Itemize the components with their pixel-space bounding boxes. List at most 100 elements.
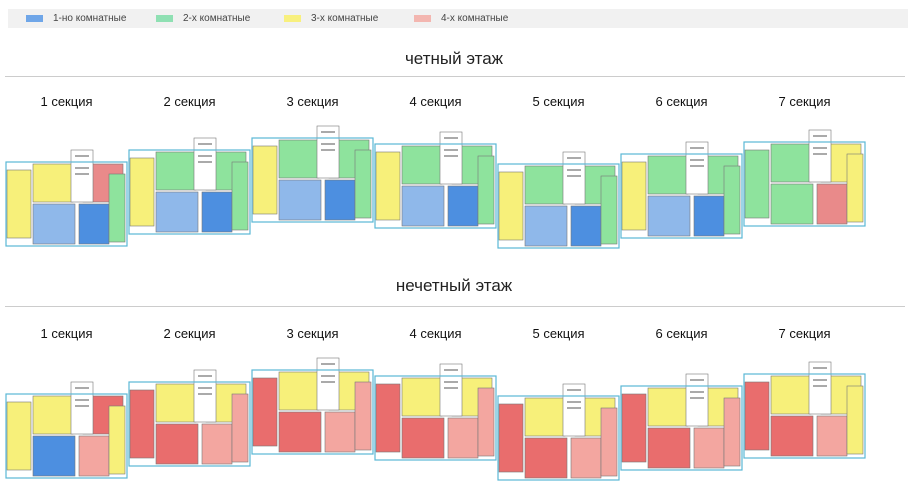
apartment: [770, 375, 812, 415]
apartment: [193, 137, 217, 191]
apartment: [744, 149, 770, 219]
legend-label: 4-х комнатные: [441, 13, 509, 24]
apartment: [570, 437, 602, 479]
apartment: [816, 183, 848, 225]
section-outline: [497, 163, 620, 249]
floor-title-odd: нечетный этаж: [395, 276, 513, 295]
section-outline: [620, 153, 743, 239]
apartment: [155, 151, 197, 191]
section-plan: [620, 373, 743, 471]
apartment: [78, 203, 110, 245]
legend-item-2room: 2-х комнатные: [156, 13, 250, 24]
section-label: 1 секция: [40, 94, 93, 109]
apartment: [129, 389, 155, 459]
apartment: [524, 437, 568, 479]
apartment: [108, 173, 126, 243]
section-outline: [743, 373, 866, 459]
apartment: [401, 145, 443, 185]
apartment: [278, 179, 322, 221]
apartment: [524, 397, 566, 437]
section-outline: [497, 395, 620, 481]
apartment: [324, 179, 356, 221]
legend-item-4room: 4-х комнатные: [414, 13, 508, 24]
apartment: [647, 387, 689, 427]
legend-swatch: [414, 15, 431, 22]
apartment: [524, 165, 566, 205]
apartment: [693, 427, 725, 469]
apartment: [231, 161, 249, 231]
apartment: [155, 191, 199, 233]
apartment: [621, 393, 647, 463]
section-plan: [374, 131, 497, 229]
apartment: [770, 183, 814, 225]
apartment: [647, 195, 691, 237]
apartment: [375, 383, 401, 453]
apartment: [324, 411, 356, 453]
apartment: [846, 153, 864, 223]
apartment: [524, 205, 568, 247]
apartment: [562, 383, 586, 437]
apartment: [723, 165, 741, 235]
apartment: [693, 195, 725, 237]
apartment: [477, 387, 495, 457]
section-label: 5 секция: [532, 326, 585, 341]
section-label: 5 секция: [532, 94, 585, 109]
apartment: [570, 205, 602, 247]
apartment: [278, 139, 320, 179]
apartment: [816, 415, 848, 457]
apartment: [770, 143, 812, 183]
apartment: [808, 361, 832, 415]
apartment: [252, 377, 278, 447]
apartment: [129, 157, 155, 227]
apartment: [439, 131, 463, 185]
apartment: [70, 381, 94, 435]
apartment: [32, 395, 74, 435]
legend-swatch: [26, 15, 43, 22]
apartment: [278, 371, 320, 411]
section-plan: [497, 383, 620, 481]
section-label: 6 секция: [655, 326, 708, 341]
section-label: 2 секция: [163, 326, 216, 341]
apartment: [846, 385, 864, 455]
apartment: [562, 151, 586, 205]
legend-swatch: [284, 15, 301, 22]
section-plan: [743, 129, 866, 227]
section-plan: [5, 149, 128, 247]
divider: [5, 306, 905, 307]
apartment: [439, 363, 463, 417]
section-outline: [5, 161, 128, 247]
apartment: [70, 149, 94, 203]
divider: [5, 76, 905, 77]
apartment: [78, 435, 110, 477]
apartment: [32, 163, 74, 203]
legend-item-3room: 3-х комнатные: [284, 13, 378, 24]
section-outline: [374, 143, 497, 229]
apartment: [401, 417, 445, 459]
section-outline: [251, 137, 374, 223]
section-label: 1 секция: [40, 326, 93, 341]
apartment: [108, 405, 126, 475]
section-outline: [128, 149, 251, 235]
section-plan: [251, 125, 374, 223]
apartment: [770, 415, 814, 457]
apartment: [252, 145, 278, 215]
section-outline: [374, 375, 497, 461]
section-outline: [251, 369, 374, 455]
legend-item-1room: 1-но комнатные: [26, 13, 126, 24]
apartment: [201, 423, 233, 465]
apartment: [401, 377, 443, 417]
apartment: [647, 155, 689, 195]
apartment: [447, 185, 479, 227]
apartment: [621, 161, 647, 231]
apartment: [447, 417, 479, 459]
apartment: [498, 171, 524, 241]
apartment: [647, 427, 691, 469]
section-plan: [743, 361, 866, 459]
apartment: [32, 203, 76, 245]
section-label: 3 секция: [286, 326, 339, 341]
apartment: [685, 141, 709, 195]
legend-swatch: [156, 15, 173, 22]
apartment: [600, 175, 618, 245]
apartment: [401, 185, 445, 227]
